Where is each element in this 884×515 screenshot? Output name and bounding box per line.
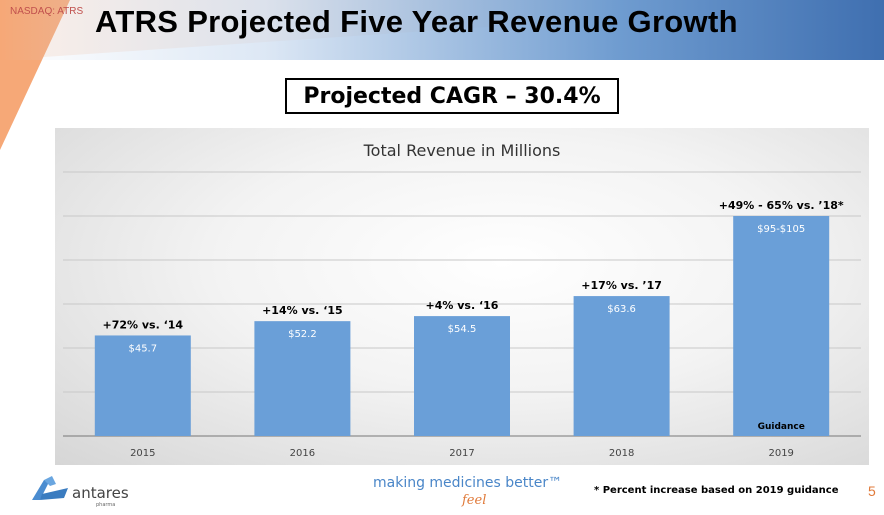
- revenue-chart-svg: Total Revenue in Millions $45.7 +72% vs. …: [63, 141, 861, 459]
- brand-subtitle: pharma: [96, 502, 116, 508]
- ticker-label: NASDAQ: ATRS: [10, 6, 84, 17]
- antares-logo-icon: [32, 476, 68, 500]
- bar-value-label: $45.7: [128, 343, 157, 354]
- revenue-chart: Total Revenue in Millions $45.7 +72% vs. …: [55, 128, 869, 465]
- bar-value-label: $54.5: [448, 324, 477, 335]
- antares-logo: [30, 474, 70, 509]
- header-bar: [0, 0, 884, 60]
- tagline-feel: feel: [462, 493, 487, 508]
- x-tick-label: 2016: [290, 448, 315, 459]
- bar: [733, 216, 830, 436]
- bar-value-label: $63.6: [607, 304, 636, 315]
- cagr-callout: Projected CAGR – 30.4%: [285, 78, 619, 114]
- slide-title: ATRS Projected Five Year Revenue Growth: [95, 4, 738, 39]
- x-tick-label: 2019: [768, 448, 793, 459]
- page-number: 5: [868, 483, 876, 499]
- bar-value-label: $95-$105: [757, 224, 805, 235]
- growth-annotation: +17% vs. ’17: [581, 279, 662, 292]
- growth-annotation: +14% vs. ‘15: [262, 304, 343, 317]
- x-tick-label: 2017: [449, 448, 474, 459]
- bar: [254, 321, 351, 436]
- footnote: * Percent increase based on 2019 guidanc…: [594, 485, 839, 496]
- growth-annotation: +49% - 65% vs. ’18*: [719, 199, 844, 212]
- growth-annotation: +72% vs. ‘14: [103, 318, 184, 331]
- x-tick-label: 2018: [609, 448, 634, 459]
- cagr-label: Projected CAGR – 30.4%: [303, 83, 601, 109]
- brand-name: antares: [72, 484, 129, 502]
- tagline: making medicines better™: [373, 475, 563, 491]
- growth-annotation: +4% vs. ‘16: [426, 299, 499, 312]
- chart-title: Total Revenue in Millions: [363, 141, 561, 160]
- bar: [573, 296, 670, 436]
- bar: [414, 316, 510, 436]
- x-tick-label: 2015: [130, 448, 155, 459]
- bar: [94, 335, 191, 436]
- bar-note: Guidance: [758, 422, 805, 432]
- bar-value-label: $52.2: [288, 329, 317, 340]
